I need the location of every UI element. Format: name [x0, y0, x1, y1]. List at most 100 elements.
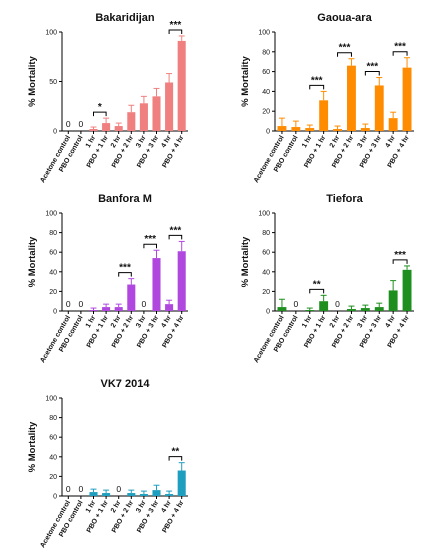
- x-tick-label: 1 hr: [301, 314, 314, 329]
- bar: [374, 85, 384, 131]
- zero-label: 0: [335, 299, 340, 309]
- y-tick-label: 0: [53, 309, 57, 316]
- y-tick-label: 0: [266, 129, 270, 136]
- chart-title: Tiefora: [326, 193, 363, 205]
- bar: [139, 494, 148, 496]
- bar: [277, 126, 287, 131]
- zero-label: 0: [79, 119, 84, 129]
- y-tick-label: 80: [262, 230, 270, 237]
- chart-panel: Banfora M% Mortality0204060801000Acetone…: [27, 193, 188, 364]
- x-tick-label: 4 hr: [160, 499, 173, 514]
- bar: [388, 290, 398, 311]
- significance-bracket: [118, 272, 132, 277]
- bar: [319, 301, 329, 311]
- bar: [127, 493, 136, 496]
- x-tick-label: 2 hr: [329, 314, 342, 329]
- significance-bracket: [309, 288, 325, 294]
- bar: [114, 307, 123, 311]
- x-tick-label: 4 hr: [160, 134, 173, 149]
- zero-label: 0: [66, 119, 71, 129]
- bar: [152, 258, 161, 311]
- bar: [319, 100, 329, 131]
- y-tick-label: 60: [262, 69, 270, 76]
- bar: [165, 494, 174, 496]
- significance-label: ***: [339, 43, 351, 54]
- bar: [165, 82, 174, 131]
- y-tick-label: 0: [53, 494, 57, 501]
- chart-title: Bakaridijan: [95, 12, 155, 24]
- zero-label: 0: [79, 299, 84, 309]
- bar: [114, 126, 123, 131]
- significance-label: ***: [144, 234, 156, 245]
- bar: [305, 310, 315, 311]
- x-tick-label: 3 hr: [135, 134, 148, 149]
- bar: [152, 96, 161, 131]
- chart-panel: VK7 2014% Mortality0204060801000Acetone …: [27, 378, 188, 549]
- significance-label: **: [313, 279, 321, 290]
- bar: [165, 304, 174, 311]
- y-tick-label: 80: [49, 230, 57, 237]
- bar: [127, 112, 136, 131]
- significance-bracket: [392, 51, 408, 56]
- y-tick-label: 80: [262, 49, 270, 56]
- y-tick-label: 80: [49, 415, 57, 422]
- chart-title: Gaoua-ara: [317, 12, 372, 24]
- x-tick-label: 3 hr: [357, 134, 370, 149]
- y-tick-label: 20: [262, 289, 270, 296]
- bar: [374, 307, 384, 311]
- significance-bracket: [364, 71, 380, 76]
- y-tick-label: 0: [53, 129, 57, 136]
- bar: [127, 284, 136, 311]
- significance-label: ***: [366, 62, 378, 73]
- y-axis-label: % Mortality: [27, 421, 38, 472]
- chart-title: VK7 2014: [101, 378, 151, 390]
- x-tick-label: 3 hr: [357, 314, 370, 329]
- x-tick-label: 1 hr: [85, 134, 98, 149]
- y-tick-label: 40: [49, 269, 57, 276]
- y-tick-label: 100: [258, 211, 270, 218]
- y-tick-label: 40: [262, 269, 270, 276]
- bar: [347, 65, 356, 131]
- bar: [402, 269, 412, 311]
- y-tick-label: 100: [258, 30, 270, 37]
- x-tick-label: 2 hr: [110, 134, 123, 149]
- bar: [89, 492, 98, 496]
- zero-label: 0: [116, 484, 121, 494]
- bar: [360, 128, 370, 131]
- significance-label: ***: [119, 263, 131, 274]
- y-tick-label: 40: [49, 454, 57, 461]
- significance-label: ***: [394, 42, 406, 53]
- y-tick-label: 60: [49, 250, 57, 257]
- significance-label: ***: [170, 20, 182, 31]
- significance-bracket: [168, 29, 183, 34]
- x-tick-label: 4 hr: [384, 134, 397, 149]
- y-tick-label: 20: [49, 289, 57, 296]
- bar: [388, 118, 398, 131]
- x-tick-label: 1 hr: [85, 499, 98, 514]
- y-tick-label: 20: [49, 474, 57, 481]
- bar: [277, 307, 287, 311]
- x-tick-label: 3 hr: [135, 499, 148, 514]
- y-axis-label: % Mortality: [27, 236, 38, 287]
- y-tick-label: 60: [49, 435, 57, 442]
- significance-bracket: [143, 243, 157, 249]
- y-tick-label: 100: [45, 396, 57, 403]
- bar: [177, 251, 186, 311]
- bar: [102, 493, 111, 496]
- zero-label: 0: [66, 299, 71, 309]
- x-tick-label: 4 hr: [384, 314, 397, 329]
- significance-bracket: [168, 456, 183, 461]
- y-tick-label: 50: [49, 79, 57, 86]
- significance-bracket: [337, 52, 352, 57]
- bar: [89, 129, 98, 131]
- bar: [102, 123, 111, 131]
- x-tick-label: 2 hr: [329, 134, 342, 149]
- significance-label: ***: [170, 225, 182, 236]
- significance-label: ***: [311, 75, 323, 86]
- y-tick-label: 0: [266, 309, 270, 316]
- bar: [152, 490, 161, 496]
- y-axis-label: % Mortality: [240, 236, 251, 287]
- bar: [333, 129, 342, 131]
- x-tick-label: 1 hr: [85, 314, 98, 329]
